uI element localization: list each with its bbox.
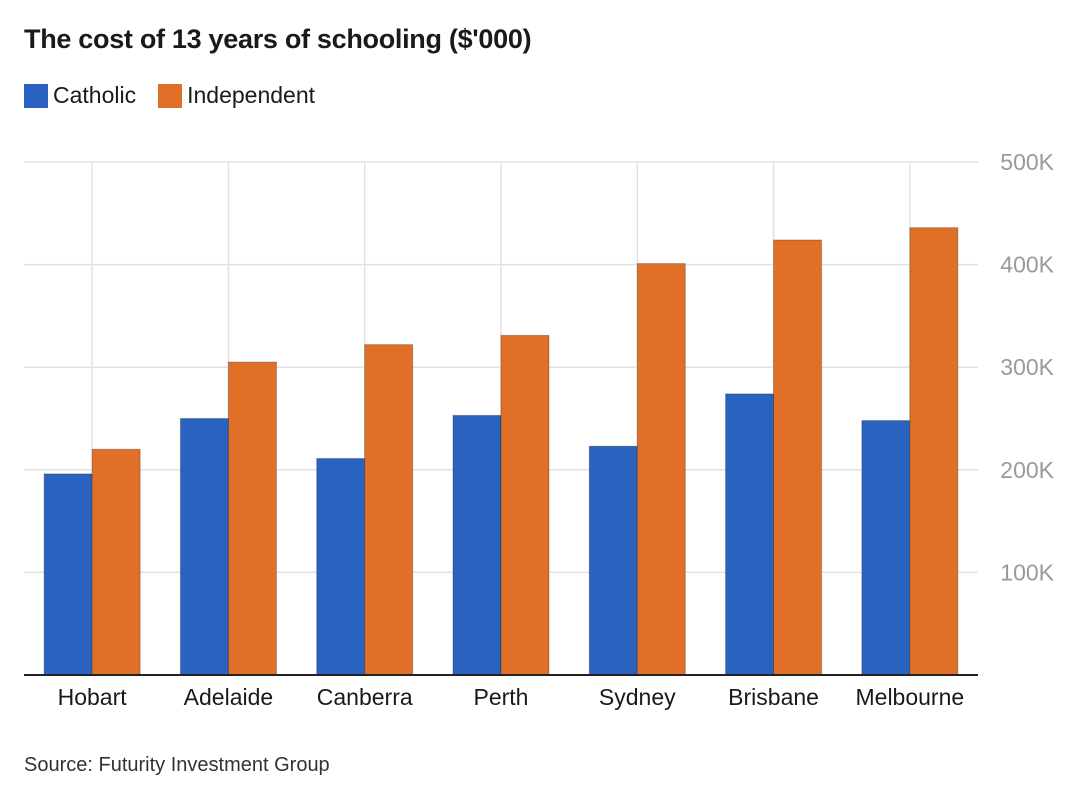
bar-chart: 100K 200K 300K 400K 500K Hobart Adelaide Canber… [24, 149, 1055, 710]
y-tick-label: 300K [1000, 354, 1054, 380]
legend-item-catholic: Catholic [24, 82, 136, 109]
x-tick-label: Sydney [599, 684, 676, 710]
bar-catholic [725, 393, 775, 676]
x-tick-label: Melbourne [856, 684, 965, 710]
x-tick-label: Adelaide [184, 684, 274, 710]
bar-catholic [452, 414, 502, 676]
bar-independent [773, 239, 823, 676]
y-tick-label: 400K [1000, 252, 1054, 278]
bar-independent [227, 361, 277, 676]
bar-catholic [179, 418, 229, 676]
y-tick-label: 100K [1000, 559, 1054, 585]
legend-item-independent: Independent [158, 82, 315, 109]
bar-catholic [588, 445, 638, 676]
chart-title: The cost of 13 years of schooling ($'000… [24, 24, 532, 54]
source-note: Source: Futurity Investment Group [24, 754, 330, 776]
bar-catholic [861, 420, 911, 676]
legend-swatch-catholic [24, 83, 48, 108]
bar-independent [636, 263, 686, 676]
bar-independent [500, 334, 550, 676]
legend-label-independent: Independent [187, 82, 316, 108]
x-tick-label: Perth [474, 684, 529, 710]
x-tick-label: Canberra [317, 684, 413, 710]
bar-independent [91, 448, 141, 676]
y-tick-label: 500K [1000, 149, 1054, 175]
legend: Catholic Independent [24, 82, 337, 109]
y-tick-label: 200K [1000, 457, 1054, 483]
bar-catholic [316, 458, 366, 676]
bar-catholic [43, 473, 93, 676]
legend-label-catholic: Catholic [53, 82, 137, 108]
legend-swatch-independent [158, 83, 183, 108]
bar-independent [364, 344, 414, 676]
x-tick-label: Hobart [58, 684, 128, 710]
bar-independent [909, 227, 959, 676]
x-tick-label: Brisbane [728, 684, 819, 710]
